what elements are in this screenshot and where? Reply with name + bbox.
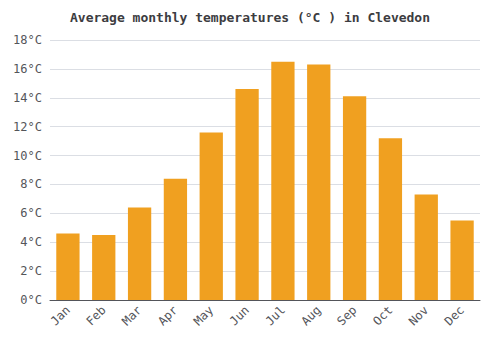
svg-text:Jun: Jun bbox=[227, 303, 252, 328]
svg-text:Dec: Dec bbox=[442, 303, 467, 328]
svg-text:18°C: 18°C bbox=[13, 33, 42, 47]
svg-text:Nov: Nov bbox=[406, 303, 431, 328]
svg-text:16°C: 16°C bbox=[13, 62, 42, 76]
svg-text:Mar: Mar bbox=[119, 303, 144, 328]
svg-text:14°C: 14°C bbox=[13, 91, 42, 105]
svg-text:10°C: 10°C bbox=[13, 149, 42, 163]
svg-text:Oct: Oct bbox=[370, 303, 395, 328]
svg-text:Jan: Jan bbox=[48, 303, 73, 328]
svg-text:Apr: Apr bbox=[155, 303, 180, 328]
svg-text:Sep: Sep bbox=[334, 303, 359, 328]
svg-text:May: May bbox=[191, 303, 216, 328]
svg-text:8°C: 8°C bbox=[20, 177, 42, 191]
svg-text:Jul: Jul bbox=[263, 303, 288, 328]
svg-text:4°C: 4°C bbox=[20, 235, 42, 249]
svg-text:Average monthly temperatures (: Average monthly temperatures (°C ) in Cl… bbox=[70, 10, 430, 25]
svg-text:0°C: 0°C bbox=[20, 293, 42, 307]
svg-text:2°C: 2°C bbox=[20, 264, 42, 278]
svg-text:Feb: Feb bbox=[83, 303, 108, 328]
svg-text:6°C: 6°C bbox=[20, 206, 42, 220]
svg-text:12°C: 12°C bbox=[13, 120, 42, 134]
svg-text:Aug: Aug bbox=[298, 303, 323, 328]
